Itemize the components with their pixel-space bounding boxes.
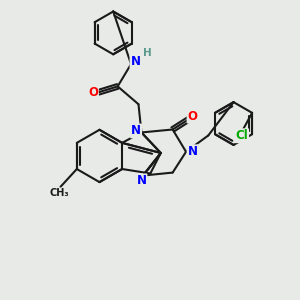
- Text: H: H: [143, 48, 152, 58]
- Text: O: O: [188, 110, 198, 123]
- Text: O: O: [88, 86, 98, 99]
- Text: N: N: [188, 145, 198, 158]
- Text: N: N: [136, 174, 146, 188]
- Text: Cl: Cl: [235, 129, 248, 142]
- Text: N: N: [130, 55, 140, 68]
- Text: N: N: [131, 124, 141, 137]
- Text: CH₃: CH₃: [49, 188, 69, 198]
